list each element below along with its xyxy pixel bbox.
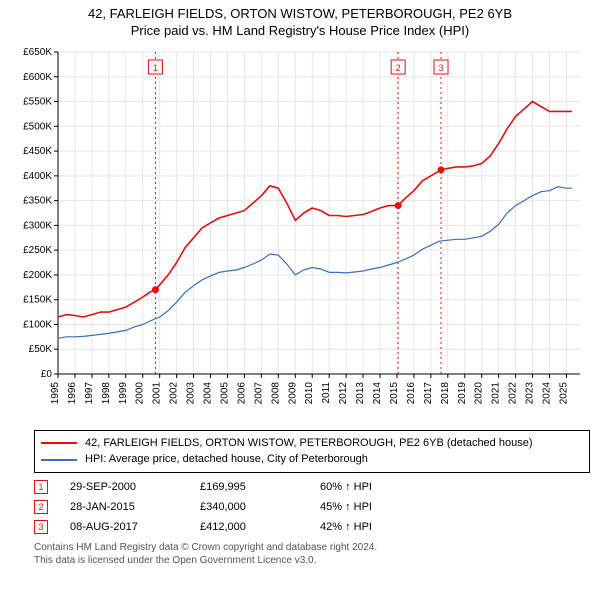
transactions-table: 1 29-SEP-2000£169,99560% ↑ HPI 2 28-JAN-201… bbox=[34, 477, 590, 537]
transaction-row-marker: 2 bbox=[34, 500, 48, 514]
x-tick-label: 2016 bbox=[406, 381, 417, 404]
y-tick-label: £400K bbox=[23, 171, 52, 182]
x-tick-label: 2021 bbox=[491, 381, 502, 404]
footer-line-2: This data is licensed under the Open Gov… bbox=[34, 554, 590, 567]
x-tick-label: 1998 bbox=[101, 381, 112, 404]
x-tick-label: 2013 bbox=[355, 381, 366, 404]
x-tick-label: 1995 bbox=[50, 381, 61, 404]
title-block: 42, FARLEIGH FIELDS, ORTON WISTOW, PETER… bbox=[0, 0, 600, 44]
y-tick-label: £650K bbox=[23, 47, 52, 58]
x-tick-label: 2017 bbox=[423, 381, 434, 404]
y-tick-label: £250K bbox=[23, 245, 52, 256]
transaction-marker-label: 2 bbox=[396, 63, 401, 73]
x-tick-label: 2018 bbox=[440, 381, 451, 404]
y-tick-label: £550K bbox=[23, 96, 52, 107]
legend-box: 42, FARLEIGH FIELDS, ORTON WISTOW, PETER… bbox=[34, 430, 590, 473]
chart-container: 42, FARLEIGH FIELDS, ORTON WISTOW, PETER… bbox=[0, 0, 600, 567]
x-tick-label: 1996 bbox=[67, 381, 78, 404]
transaction-hpi: 42% ↑ HPI bbox=[320, 521, 590, 533]
y-tick-label: £350K bbox=[23, 195, 52, 206]
transaction-date: 29-SEP-2000 bbox=[70, 481, 200, 493]
transaction-point bbox=[438, 166, 445, 173]
y-tick-label: £100K bbox=[23, 319, 52, 330]
chart-svg: £0 £50K £100K £150K £200K £250K £300K £350K £400… bbox=[10, 44, 590, 424]
x-tick-label: 2011 bbox=[321, 381, 332, 403]
legend-swatch bbox=[41, 442, 77, 444]
transaction-price: £169,995 bbox=[200, 481, 320, 493]
y-tick-label: £150K bbox=[23, 294, 52, 305]
transaction-hpi: 45% ↑ HPI bbox=[320, 501, 590, 513]
x-tick-label: 2008 bbox=[270, 381, 281, 404]
y-tick-label: £300K bbox=[23, 220, 52, 231]
y-tick-label: £0 bbox=[41, 369, 53, 380]
y-tick-label: £200K bbox=[23, 270, 52, 281]
x-tick-label: 2000 bbox=[135, 381, 146, 404]
legend-swatch bbox=[41, 459, 77, 461]
transaction-row-marker: 1 bbox=[34, 480, 48, 494]
y-tick-label: £450K bbox=[23, 146, 52, 157]
x-tick-label: 2001 bbox=[152, 381, 163, 404]
x-tick-label: 2022 bbox=[508, 381, 519, 404]
title-line-2: Price paid vs. HM Land Registry's House … bbox=[0, 23, 600, 40]
x-tick-label: 2003 bbox=[186, 381, 197, 404]
transaction-marker-label: 1 bbox=[153, 63, 158, 73]
transaction-hpi: 60% ↑ HPI bbox=[320, 481, 590, 493]
legend-label: HPI: Average price, detached house, City… bbox=[85, 451, 368, 468]
x-tick-label: 1999 bbox=[118, 381, 129, 404]
transaction-marker-label: 3 bbox=[439, 63, 444, 73]
transaction-row: 3 08-AUG-2017£412,00042% ↑ HPI bbox=[34, 517, 590, 537]
y-tick-label: £500K bbox=[23, 121, 52, 132]
y-tick-label: £600K bbox=[23, 72, 52, 83]
x-tick-label: 2002 bbox=[169, 381, 180, 404]
transaction-point bbox=[152, 286, 159, 293]
transaction-price: £340,000 bbox=[200, 501, 320, 513]
transaction-date: 08-AUG-2017 bbox=[70, 521, 200, 533]
x-tick-label: 2010 bbox=[304, 381, 315, 404]
x-tick-label: 2020 bbox=[474, 381, 485, 404]
x-tick-label: 2006 bbox=[236, 381, 247, 404]
transaction-price: £412,000 bbox=[200, 521, 320, 533]
transaction-point bbox=[395, 202, 402, 209]
transaction-row: 2 28-JAN-2015£340,00045% ↑ HPI bbox=[34, 497, 590, 517]
x-tick-label: 2009 bbox=[287, 381, 298, 404]
title-line-1: 42, FARLEIGH FIELDS, ORTON WISTOW, PETER… bbox=[0, 6, 600, 23]
x-tick-label: 2012 bbox=[338, 381, 349, 404]
x-tick-label: 2014 bbox=[372, 381, 383, 404]
x-tick-label: 2004 bbox=[203, 381, 214, 404]
x-tick-label: 2023 bbox=[525, 381, 536, 404]
footer-note: Contains HM Land Registry data © Crown c… bbox=[34, 541, 590, 567]
legend-row: 42, FARLEIGH FIELDS, ORTON WISTOW, PETER… bbox=[41, 435, 583, 452]
x-tick-label: 2025 bbox=[558, 381, 569, 404]
transaction-row: 1 29-SEP-2000£169,99560% ↑ HPI bbox=[34, 477, 590, 497]
chart-area: £0 £50K £100K £150K £200K £250K £300K £350K £400… bbox=[10, 44, 590, 424]
transaction-row-marker: 3 bbox=[34, 520, 48, 534]
x-tick-label: 2007 bbox=[253, 381, 264, 404]
legend-row: HPI: Average price, detached house, City… bbox=[41, 451, 583, 468]
transaction-date: 28-JAN-2015 bbox=[70, 501, 200, 513]
x-tick-label: 2005 bbox=[219, 381, 230, 404]
x-tick-label: 2019 bbox=[457, 381, 468, 404]
x-tick-label: 2015 bbox=[389, 381, 400, 404]
x-tick-label: 2024 bbox=[541, 381, 552, 404]
footer-line-1: Contains HM Land Registry data © Crown c… bbox=[34, 541, 590, 554]
x-tick-label: 1997 bbox=[84, 381, 95, 404]
legend-label: 42, FARLEIGH FIELDS, ORTON WISTOW, PETER… bbox=[85, 435, 532, 452]
y-tick-label: £50K bbox=[29, 344, 53, 355]
